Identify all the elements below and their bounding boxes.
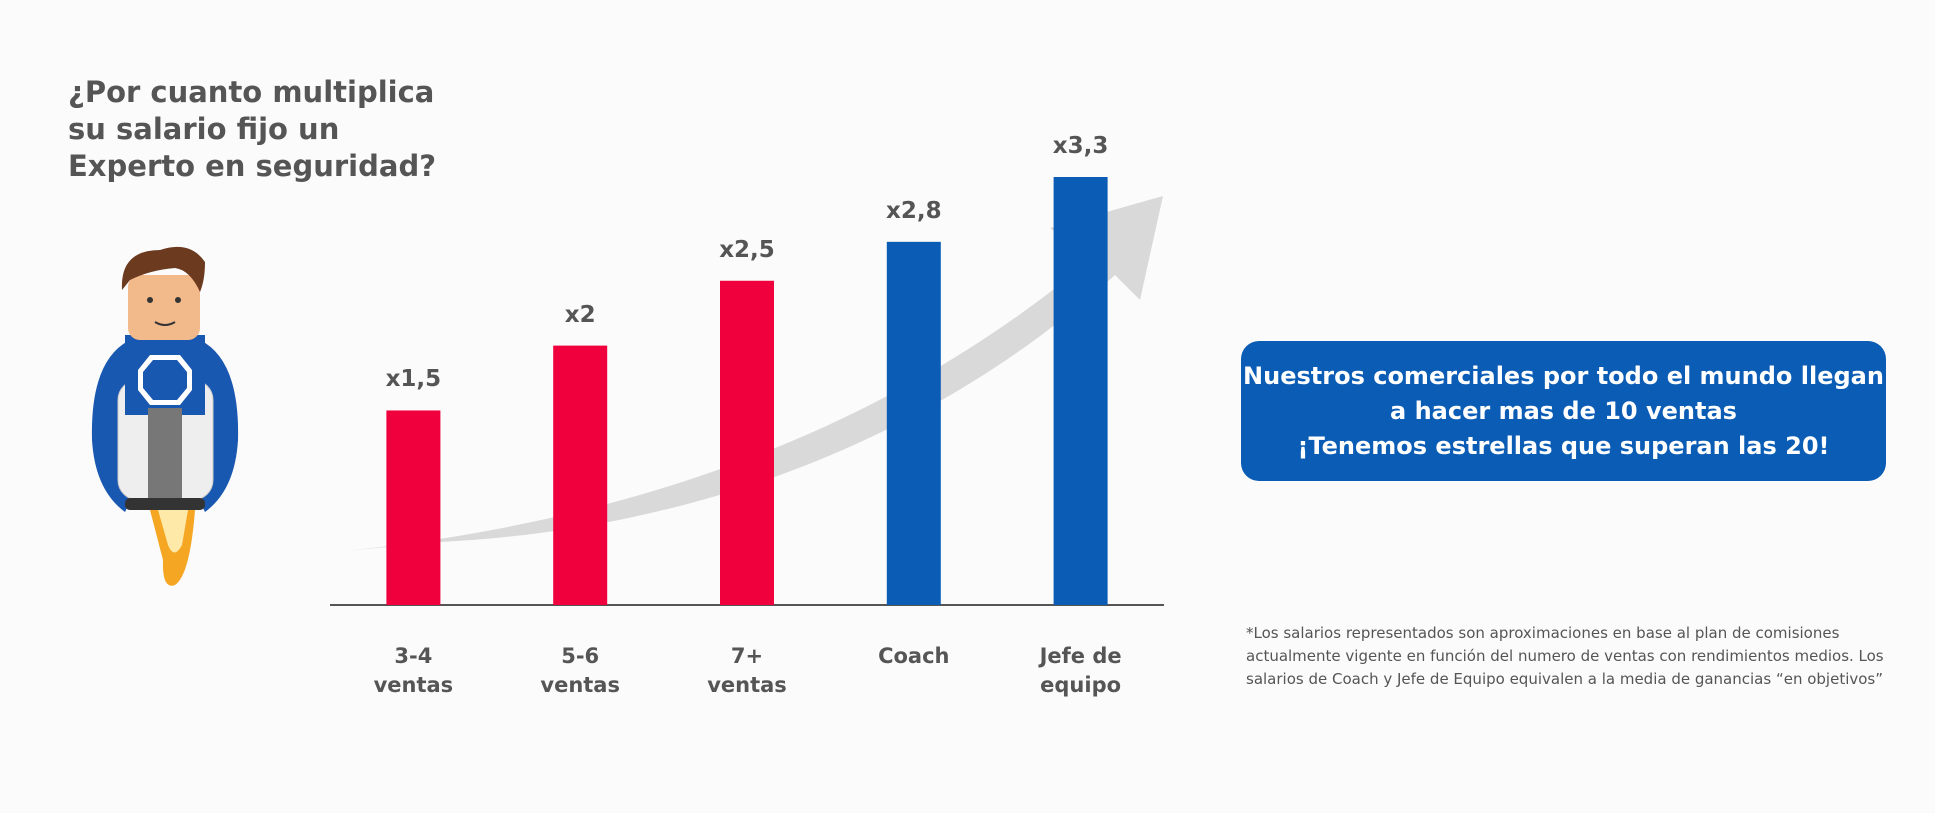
value-label: x2: [564, 301, 596, 328]
value-label: x1,5: [385, 366, 442, 393]
mascot: [91, 246, 239, 586]
callout-box: Nuestros comerciales por todo el mundo l…: [1241, 341, 1886, 481]
callout-line: ¡Tenemos estrellas que superan las 20!: [1297, 431, 1830, 460]
bar: [553, 345, 608, 605]
x-tick-label: 5-6 ventas: [540, 644, 620, 697]
value-label: x2,8: [886, 197, 942, 224]
chart-title: ¿Por cuanto multiplica su salario fijo u…: [68, 75, 437, 183]
x-tick-label: 7+ ventas: [707, 644, 787, 697]
value-label: x2,5: [719, 236, 775, 263]
bar: [720, 280, 774, 605]
x-tick-label: 3-4 ventas: [373, 644, 454, 697]
callout-line: a hacer mas de 10 ventas: [1390, 396, 1737, 425]
footnote-line: salarios de Coach y Jefe de Equipo equiv…: [1246, 670, 1884, 688]
bar: [886, 241, 941, 605]
footnote-line: *Los salarios representados son aproxima…: [1246, 624, 1840, 642]
footnote: *Los salarios representados son aproxima…: [1246, 622, 1884, 691]
callout-line: Nuestros comerciales por todo el mundo l…: [1243, 361, 1884, 390]
bar: [386, 410, 441, 605]
x-tick-label: Coach: [878, 644, 950, 668]
footnote-line: actualmente vigente en función del numer…: [1246, 647, 1884, 665]
value-label: x3,3: [1052, 133, 1109, 159]
x-tick-label: Jefe de equipo: [1039, 644, 1122, 697]
bar: [1053, 177, 1108, 605]
